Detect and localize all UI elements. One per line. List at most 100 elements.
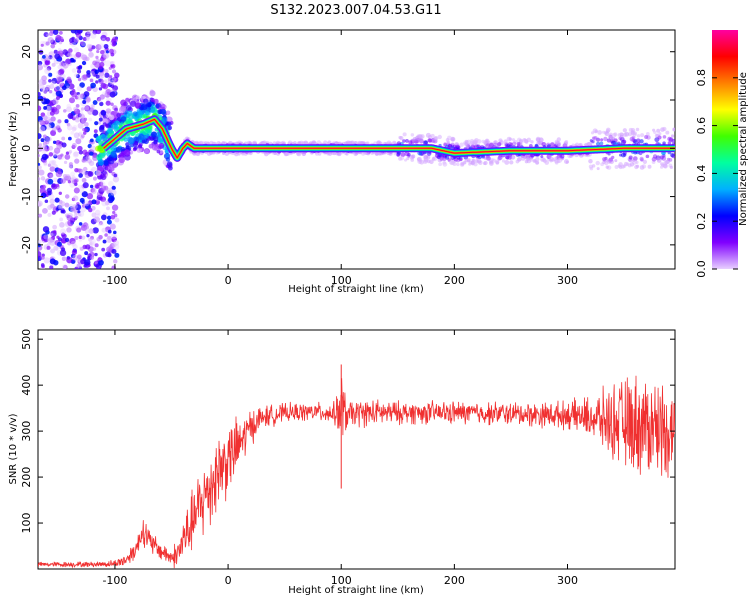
spectrogram-cell bbox=[98, 65, 103, 70]
spectrogram-cell bbox=[48, 79, 52, 83]
spectrogram-cell bbox=[379, 151, 384, 156]
snr-xlabel: Height of straight line (km) bbox=[288, 585, 424, 596]
spectrogram-cell bbox=[91, 212, 97, 218]
spectrogram-cell bbox=[110, 60, 116, 65]
spectrogram-cell bbox=[43, 32, 49, 38]
spectrogram-cell bbox=[108, 114, 115, 121]
spectrogram-cell bbox=[81, 60, 87, 66]
spectrogram-cell bbox=[404, 158, 408, 162]
spectrogram-cell bbox=[92, 189, 96, 193]
spectrogram-cell bbox=[660, 165, 664, 169]
spectrogram-cell bbox=[78, 173, 83, 178]
spectrogram-cell bbox=[595, 141, 601, 146]
spectrogram-cell bbox=[113, 243, 120, 250]
spectrogram-cell bbox=[588, 158, 593, 164]
spectrogram-cell bbox=[72, 254, 79, 261]
spectrogram-cell bbox=[109, 79, 115, 86]
spectrogram-cell bbox=[114, 252, 120, 258]
spectrogram-cell bbox=[142, 129, 149, 136]
spectrogram-cell bbox=[49, 203, 55, 209]
spectrogram-cell bbox=[466, 159, 471, 163]
spectrogram-cell bbox=[110, 63, 116, 69]
spectrogram-cell bbox=[59, 53, 64, 58]
spectrogram-cell bbox=[38, 49, 44, 55]
spectrogram-cell bbox=[263, 151, 269, 157]
spectrogram-cell bbox=[45, 123, 51, 129]
spectrogram-cell bbox=[456, 162, 460, 167]
spectrogram-cell bbox=[505, 143, 509, 147]
spectrogram-cell bbox=[104, 91, 111, 98]
spectrogram-cell bbox=[49, 166, 55, 172]
spectrogram-cell bbox=[105, 50, 109, 54]
spectrogram-cell bbox=[153, 98, 159, 105]
spectrogram-cell bbox=[296, 151, 302, 157]
spectrogram-cell bbox=[86, 192, 94, 200]
spectrogram-cell bbox=[102, 52, 109, 59]
spectrogram-cell bbox=[68, 136, 72, 141]
spectrogram-cell bbox=[78, 187, 85, 194]
spectrogram-cell bbox=[472, 140, 478, 145]
spectrogram-cell bbox=[94, 209, 101, 216]
spectrogram-cell bbox=[400, 152, 406, 158]
spectrogram-cell bbox=[535, 161, 539, 165]
spectrogram-cell bbox=[89, 241, 95, 247]
spectrogram-cell bbox=[459, 142, 464, 147]
spectrogram-cell bbox=[52, 30, 59, 35]
spectrogram-cell bbox=[125, 142, 130, 147]
spectrogram-cell bbox=[71, 68, 77, 73]
spectrogram-cell bbox=[59, 228, 67, 235]
spectrogram-cell bbox=[81, 74, 88, 81]
spectrogram-cell bbox=[151, 131, 157, 138]
spectrogram-cell bbox=[476, 139, 482, 144]
spectrogram-cell bbox=[668, 157, 673, 162]
spectrogram-cell bbox=[429, 159, 434, 165]
spectrogram-cell bbox=[64, 154, 71, 160]
spectrogram-cell bbox=[476, 158, 482, 164]
spectrogram-cell bbox=[165, 153, 170, 158]
spectrogram-cell bbox=[496, 142, 502, 147]
spectrogram-cell bbox=[102, 83, 109, 90]
spectrogram-cell bbox=[92, 60, 97, 66]
spectrogram-cell bbox=[541, 157, 546, 162]
spectrogram-cell bbox=[78, 238, 83, 242]
spectrogram-cell bbox=[77, 65, 83, 70]
spectrogram-cell bbox=[78, 150, 84, 155]
spectrogram-cell bbox=[642, 159, 648, 164]
spectrogram-cell bbox=[79, 82, 85, 88]
spectrogram-cell bbox=[104, 72, 110, 78]
spectrogram-cell bbox=[614, 159, 618, 163]
spectrogram-cell bbox=[82, 36, 87, 42]
spectrogram-cell bbox=[485, 143, 491, 148]
spectrogram-cell bbox=[459, 157, 463, 161]
colorbar-ticks: 0.0 0.2 0.4 0.6 0.8 bbox=[695, 69, 738, 278]
spectrogram-cell bbox=[112, 210, 116, 215]
spectrogram-cell bbox=[81, 134, 85, 138]
spectrogram-cell bbox=[97, 121, 102, 125]
spectrogram-cell bbox=[70, 30, 77, 34]
spectrogram-cell bbox=[82, 149, 88, 155]
spectrogram-cell bbox=[77, 212, 82, 217]
spectrogram-cell bbox=[44, 59, 51, 66]
spectrogram-cell bbox=[72, 125, 78, 131]
spectrogram-cell bbox=[53, 245, 59, 251]
spectrogram-ytick-label: 10 bbox=[20, 93, 33, 107]
spectrogram-cell bbox=[123, 137, 128, 142]
spectrogram-cell bbox=[622, 139, 627, 144]
spectrogram-cell bbox=[87, 109, 93, 115]
spectrogram-cell bbox=[111, 38, 117, 44]
spectrogram-cell bbox=[93, 176, 97, 181]
spectrogram-cell bbox=[57, 167, 61, 172]
spectrogram-cell bbox=[93, 129, 98, 134]
spectrogram-cell bbox=[44, 68, 51, 75]
spectrogram-cell bbox=[234, 151, 239, 156]
spectrogram-cell bbox=[52, 140, 57, 144]
spectrogram-cell bbox=[66, 76, 72, 82]
spectrogram-cell bbox=[293, 140, 297, 145]
spectrogram-cell bbox=[84, 105, 90, 111]
spectrogram-cell bbox=[107, 157, 115, 165]
spectrogram-cell bbox=[49, 173, 54, 179]
spectrogram-cell bbox=[59, 81, 64, 85]
spectrogram-cell bbox=[101, 227, 107, 233]
spectrogram-cell bbox=[69, 37, 75, 44]
